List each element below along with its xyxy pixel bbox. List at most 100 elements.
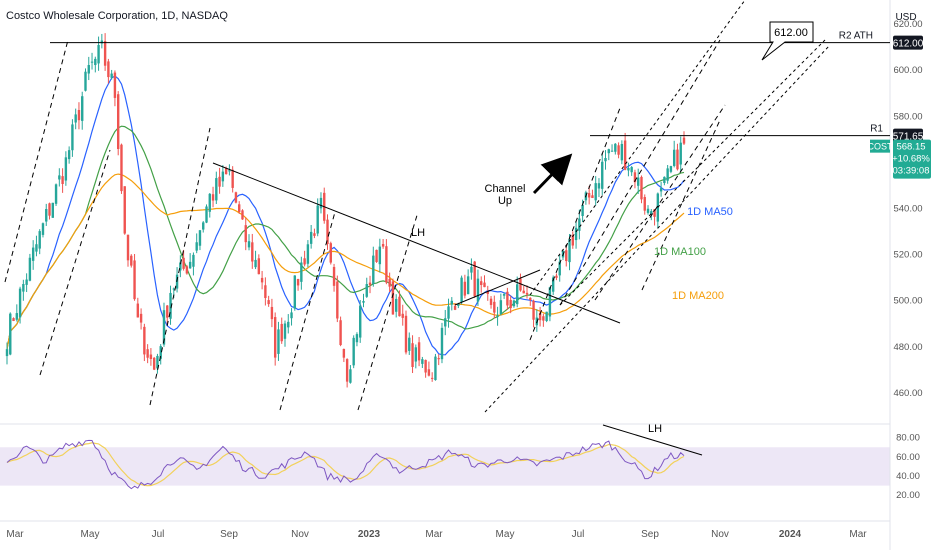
candle-body <box>185 266 189 274</box>
time-tick-label: Mar <box>849 529 867 540</box>
candle-body <box>473 261 476 297</box>
candle <box>185 264 189 275</box>
candle-body <box>509 299 512 309</box>
candle-body <box>578 218 581 231</box>
candle <box>375 249 378 263</box>
candle-body <box>202 222 205 230</box>
candle-body <box>38 231 41 249</box>
candle-body <box>502 294 506 296</box>
annotation-layer: R2 ATH R1 Channel Up LH LH 612.00 1D MA50 1D MA1… <box>4 0 890 456</box>
candle-body <box>388 278 391 287</box>
candle <box>362 293 365 308</box>
candle <box>218 167 221 194</box>
level-tag-value-0: 612.00 <box>893 39 924 50</box>
candle-body <box>466 276 470 295</box>
candle <box>601 153 604 195</box>
candle-body <box>41 223 45 235</box>
candle <box>440 322 444 364</box>
candle-body <box>182 257 185 269</box>
candle-body <box>81 96 84 121</box>
candle <box>260 270 264 290</box>
candle-body <box>558 261 561 276</box>
candle-body <box>457 303 460 306</box>
candle <box>202 221 205 233</box>
candle <box>215 171 218 205</box>
rsi-band <box>0 447 890 486</box>
candle <box>195 233 198 254</box>
rsi-tick-label: 40.00 <box>896 471 920 482</box>
candle-body <box>35 244 38 252</box>
candle-body <box>264 285 267 298</box>
plot-layer <box>5 33 686 490</box>
candle-body <box>630 167 633 173</box>
candle <box>64 151 68 186</box>
candle-body <box>18 288 22 318</box>
candle-body <box>290 312 293 319</box>
candle-body <box>529 297 532 301</box>
candle-body <box>31 247 35 261</box>
candle <box>126 234 130 267</box>
candle-body <box>28 257 32 281</box>
candle <box>525 285 529 299</box>
candle <box>300 256 303 290</box>
candle <box>31 240 35 270</box>
candle-body <box>152 357 156 370</box>
candle <box>188 253 192 269</box>
candle <box>309 224 313 249</box>
candle <box>607 148 610 161</box>
candle-body <box>352 337 355 366</box>
candle <box>587 185 591 205</box>
candle-body <box>620 143 624 161</box>
candle <box>610 144 614 152</box>
candle <box>277 321 280 361</box>
candle-body <box>565 250 568 262</box>
candle <box>394 294 398 318</box>
candle-body <box>601 161 604 189</box>
rsi-line <box>6 439 685 490</box>
candle <box>385 239 388 285</box>
candle <box>45 203 48 226</box>
candle-body <box>659 188 663 192</box>
candle <box>434 353 437 381</box>
candle <box>84 68 87 92</box>
candle <box>290 308 293 326</box>
candle <box>15 304 19 322</box>
candle <box>555 273 558 281</box>
candle-body <box>516 284 519 305</box>
candle-body <box>663 176 666 184</box>
candle <box>653 208 656 226</box>
candle-body <box>637 177 640 186</box>
candle-body <box>15 313 19 320</box>
candle-body <box>394 298 398 312</box>
candle-body <box>522 290 525 294</box>
candle <box>22 279 25 301</box>
level-tag-bg-0 <box>893 35 923 50</box>
candle <box>103 33 107 71</box>
candle <box>159 344 162 365</box>
candle <box>38 229 41 255</box>
candle <box>676 143 679 171</box>
candle <box>368 275 372 294</box>
annotation-channel-up-word: Up <box>498 195 512 207</box>
candle <box>198 229 202 251</box>
candle <box>427 361 431 377</box>
channel-line-1 <box>529 0 746 296</box>
candle <box>247 234 251 251</box>
candle-body <box>110 73 113 78</box>
candle-body <box>149 354 153 360</box>
level-tag-value-1: 571.65 <box>893 132 924 143</box>
candle <box>365 277 368 298</box>
candle <box>516 276 519 308</box>
candle-body <box>342 348 346 358</box>
candle-body <box>211 194 215 201</box>
candle-body <box>172 288 175 290</box>
time-tick-label: Nov <box>291 529 309 540</box>
candle-body <box>277 329 280 354</box>
candle-body <box>296 279 300 286</box>
rsi-tick-label: 80.00 <box>896 433 920 444</box>
price-tick-label: 580.00 <box>893 111 922 122</box>
candle <box>221 165 225 187</box>
candle-body <box>143 326 146 355</box>
candle <box>640 175 643 204</box>
